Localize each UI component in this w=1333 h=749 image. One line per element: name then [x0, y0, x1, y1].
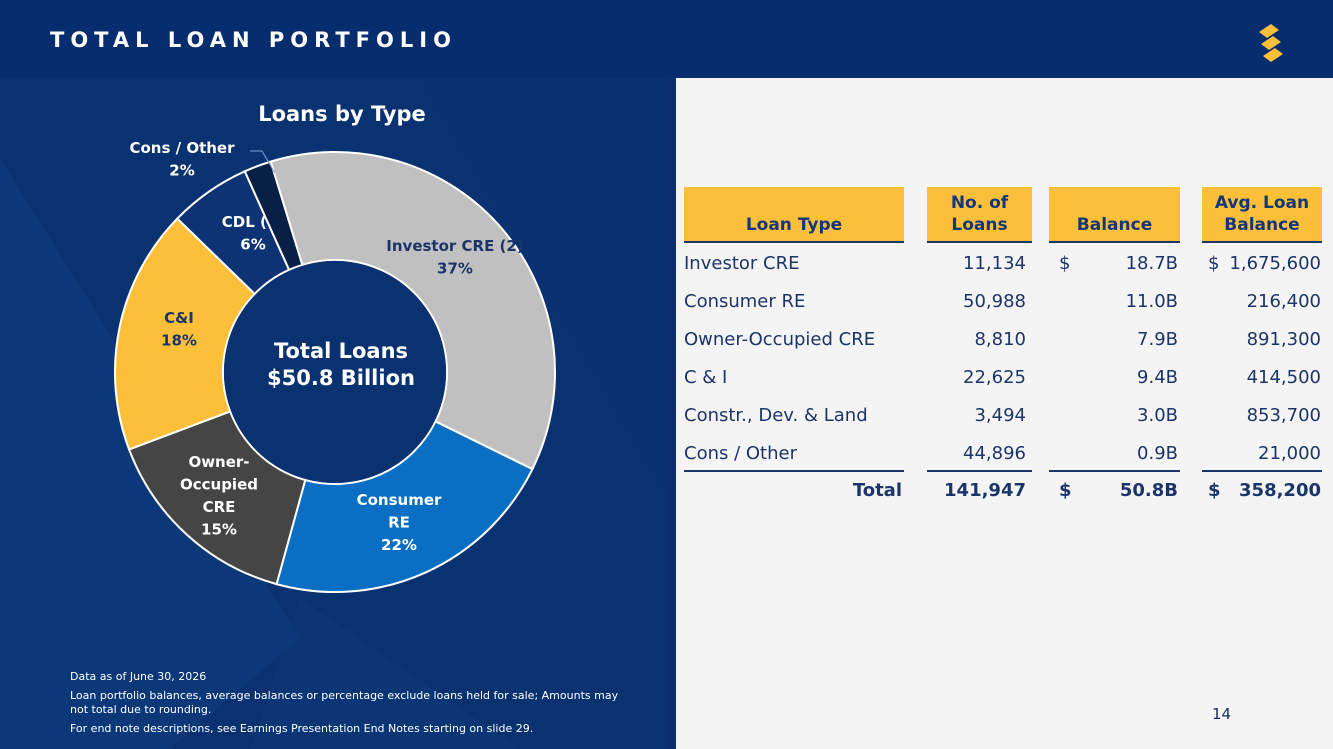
donut-slice-c-i	[114, 217, 257, 451]
total-rule	[927, 470, 1032, 472]
cell-no-loans: 22,625	[963, 367, 1026, 388]
footnote-rounding: Loan portfolio balances, average balance…	[70, 689, 619, 716]
total-avg-balance: 358,200	[1239, 480, 1321, 501]
header-loan-type-label: Loan Type	[745, 215, 843, 235]
header-no-loans-label: No. of Loans	[951, 192, 1008, 236]
cell-balance: 0.9B	[1137, 443, 1178, 464]
cell-avg-balance: 414,500	[1246, 367, 1321, 388]
footnote-date: Data as of June 30, 2026	[70, 670, 207, 683]
header-balance-label: Balance	[1076, 215, 1153, 235]
cell-avg-balance: 1,675,600	[1229, 253, 1321, 274]
header-no-loans-line2: Loans	[951, 215, 1008, 235]
cell-loan-type: Cons / Other	[684, 443, 797, 464]
slice-label-consumer-re: Consumer RE 22%	[357, 491, 442, 554]
donut-slice-owner-occupied-cre	[127, 410, 307, 586]
footnote-endnotes: For end note descriptions, see Earnings …	[70, 722, 534, 735]
header-loan-type: Loan Type	[684, 187, 904, 243]
cell-balance-sign	[1059, 359, 1079, 397]
cell-avg-balance: 21,000	[1258, 443, 1321, 464]
cell-balance: 7.9B	[1137, 329, 1178, 350]
total-avg-sign: $	[1208, 480, 1221, 501]
cell-no-loans: 3,494	[974, 405, 1026, 426]
chart-title: Loans by Type	[258, 102, 426, 126]
cell-balance-sign: $	[1059, 253, 1071, 274]
donut-slice-cons-other	[243, 160, 304, 272]
cell-avg-balance: 853,700	[1246, 405, 1321, 426]
header-avg-line1: Avg. Loan	[1214, 193, 1310, 213]
page-title: TOTAL LOAN PORTFOLIO	[50, 28, 457, 52]
cell-balance: 18.7B	[1125, 253, 1178, 274]
cell-avg-sign: $	[1208, 253, 1220, 274]
cell-loan-type: Investor CRE	[684, 253, 800, 274]
header-no-loans-line1: No. of	[950, 193, 1009, 213]
slice-label-cons-other: Cons / Other 2%	[129, 139, 235, 180]
cell-loan-type: Consumer RE	[684, 291, 806, 312]
header-no-loans: No. of Loans	[927, 187, 1032, 243]
cons-other-leader-line	[250, 150, 276, 174]
total-rule	[684, 470, 904, 472]
center-label-line2: $50.8 Billion	[267, 366, 415, 390]
cell-loan-type: Owner-Occupied CRE	[684, 329, 876, 350]
header-bar: TOTAL LOAN PORTFOLIO	[0, 0, 1333, 78]
donut-slice-consumer-re	[275, 420, 534, 593]
cell-loan-type: Constr., Dev. & Land	[684, 405, 868, 426]
header-avg-line2: Balance	[1224, 215, 1300, 235]
cell-no-loans: 44,896	[963, 443, 1026, 464]
cell-balance: 11.0B	[1125, 291, 1178, 312]
cell-no-loans: 11,134	[963, 253, 1026, 274]
cell-avg-balance: 891,300	[1246, 329, 1321, 350]
cell-balance-sign	[1059, 321, 1079, 359]
donut-center	[224, 261, 446, 483]
total-balance-sign: $	[1059, 480, 1072, 501]
total-rule	[1049, 470, 1180, 472]
page-number: 14	[1212, 705, 1232, 723]
total-label: Total	[852, 480, 902, 501]
cell-balance: 3.0B	[1137, 405, 1178, 426]
header-balance: Balance	[1049, 187, 1180, 243]
total-balance: 50.8B	[1119, 480, 1178, 501]
donut-slice-investor-cre-2-	[269, 151, 556, 471]
total-no-loans: 141,947	[944, 480, 1026, 501]
footnotes: Data as of June 30, 2026 Loan portfolio …	[70, 670, 630, 741]
cell-no-loans: 8,810	[974, 329, 1026, 350]
center-label-line1: Total Loans	[274, 339, 408, 363]
slice-label-owner-occupied-cre: Owner-Occupied CRE 15%	[180, 453, 258, 539]
cell-balance-sign	[1059, 283, 1079, 321]
header-avg-balance: Avg. Loan Balance	[1202, 187, 1322, 243]
cell-balance-sign	[1059, 435, 1079, 473]
total-rule	[1202, 470, 1322, 472]
cell-balance: 9.4B	[1137, 367, 1178, 388]
donut-chart: Investor CRE (2) 37% Consumer RE 22% Owner-Oc…	[114, 139, 556, 593]
cell-no-loans: 50,988	[963, 291, 1026, 312]
slice-label-investor-cre-2-: Investor CRE (2) 37%	[386, 237, 523, 278]
cell-avg-balance: 216,400	[1246, 291, 1321, 312]
header-avg-balance-label: Avg. Loan Balance	[1215, 192, 1309, 236]
cell-loan-type: C & I	[684, 367, 728, 388]
company-logo-icon	[1259, 24, 1283, 62]
slice-label-c-i: C&I 18%	[161, 309, 197, 350]
cell-balance-sign	[1059, 397, 1079, 435]
